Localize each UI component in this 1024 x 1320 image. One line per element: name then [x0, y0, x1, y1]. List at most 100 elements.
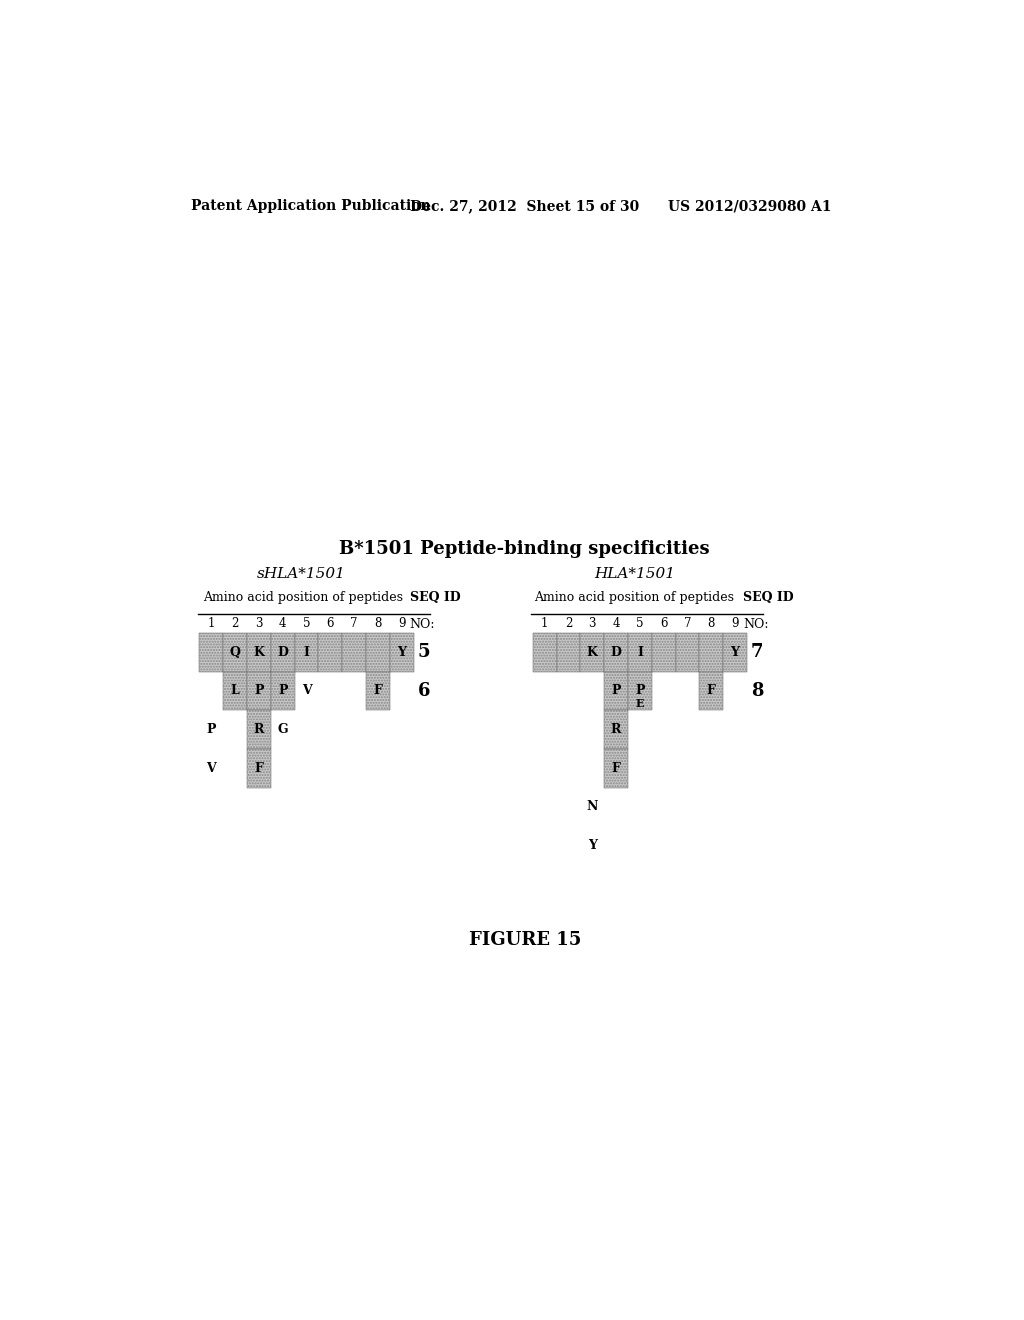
Text: Amino acid position of peptides: Amino acid position of peptides: [203, 591, 402, 605]
Text: V: V: [302, 685, 311, 697]
Text: 1: 1: [208, 616, 215, 630]
Text: E: E: [636, 698, 644, 709]
Bar: [247, 710, 270, 748]
Text: 7: 7: [751, 643, 764, 661]
Text: Amino acid position of peptides: Amino acid position of peptides: [535, 591, 734, 605]
Bar: [367, 672, 390, 710]
Bar: [247, 748, 270, 788]
Bar: [223, 672, 247, 710]
Text: FIGURE 15: FIGURE 15: [469, 931, 581, 949]
Bar: [604, 634, 628, 672]
Bar: [200, 634, 223, 672]
Bar: [628, 634, 652, 672]
Bar: [604, 672, 628, 710]
Bar: [270, 634, 295, 672]
Text: 8: 8: [751, 682, 764, 700]
Bar: [604, 634, 628, 672]
Text: SEQ ID: SEQ ID: [743, 591, 794, 605]
Bar: [723, 634, 748, 672]
Bar: [318, 634, 342, 672]
Bar: [295, 634, 318, 672]
Text: 6: 6: [327, 616, 334, 630]
Text: NO:: NO:: [410, 618, 435, 631]
Bar: [223, 672, 247, 710]
Text: F: F: [255, 762, 263, 775]
Text: D: D: [610, 645, 622, 659]
Text: 5: 5: [303, 616, 310, 630]
Bar: [604, 748, 628, 788]
Text: 2: 2: [231, 616, 239, 630]
Bar: [699, 672, 723, 710]
Text: NO:: NO:: [743, 618, 769, 631]
Bar: [367, 672, 390, 710]
Bar: [270, 672, 295, 710]
Bar: [581, 634, 604, 672]
Bar: [532, 634, 557, 672]
Text: K: K: [587, 645, 598, 659]
Bar: [247, 672, 270, 710]
Text: R: R: [611, 723, 622, 737]
Text: B*1501 Peptide-binding specificities: B*1501 Peptide-binding specificities: [340, 540, 710, 557]
Bar: [581, 634, 604, 672]
Bar: [699, 672, 723, 710]
Bar: [604, 710, 628, 748]
Bar: [223, 634, 247, 672]
Bar: [342, 634, 367, 672]
Bar: [699, 634, 723, 672]
Bar: [604, 710, 628, 748]
Bar: [342, 634, 367, 672]
Bar: [247, 710, 270, 748]
Text: SEQ ID: SEQ ID: [410, 591, 461, 605]
Bar: [699, 634, 723, 672]
Text: D: D: [278, 645, 288, 659]
Bar: [604, 672, 628, 710]
Text: P: P: [278, 685, 288, 697]
Bar: [557, 634, 581, 672]
Text: 6: 6: [659, 616, 668, 630]
Text: Y: Y: [588, 840, 597, 851]
Bar: [247, 748, 270, 788]
Bar: [604, 748, 628, 788]
Text: I: I: [304, 645, 309, 659]
Text: F: F: [611, 762, 621, 775]
Text: Patent Application Publication: Patent Application Publication: [191, 199, 431, 213]
Text: 9: 9: [731, 616, 739, 630]
Text: 8: 8: [708, 616, 715, 630]
Text: 3: 3: [589, 616, 596, 630]
Text: G: G: [278, 723, 288, 737]
Text: N: N: [587, 800, 598, 813]
Text: Y: Y: [730, 645, 739, 659]
Text: F: F: [374, 685, 382, 697]
Text: 7: 7: [350, 616, 358, 630]
Bar: [200, 634, 223, 672]
Bar: [247, 634, 270, 672]
Text: 4: 4: [279, 616, 287, 630]
Text: V: V: [207, 762, 216, 775]
Bar: [367, 634, 390, 672]
Text: 2: 2: [565, 616, 572, 630]
Bar: [318, 634, 342, 672]
Text: R: R: [254, 723, 264, 737]
Text: 4: 4: [612, 616, 620, 630]
Bar: [628, 672, 652, 710]
Text: Q: Q: [229, 645, 241, 659]
Text: US 2012/0329080 A1: US 2012/0329080 A1: [668, 199, 831, 213]
Bar: [367, 634, 390, 672]
Bar: [676, 634, 699, 672]
Text: 5: 5: [636, 616, 644, 630]
Bar: [247, 672, 270, 710]
Text: I: I: [637, 645, 643, 659]
Bar: [390, 634, 414, 672]
Text: 5: 5: [418, 643, 430, 661]
Bar: [295, 634, 318, 672]
Text: Dec. 27, 2012  Sheet 15 of 30: Dec. 27, 2012 Sheet 15 of 30: [410, 199, 639, 213]
Text: 1: 1: [541, 616, 548, 630]
Text: Y: Y: [397, 645, 407, 659]
Text: L: L: [230, 685, 240, 697]
Bar: [223, 634, 247, 672]
Text: P: P: [254, 685, 264, 697]
Text: sHLA*1501: sHLA*1501: [257, 568, 345, 581]
Text: 9: 9: [398, 616, 406, 630]
Bar: [270, 634, 295, 672]
Text: P: P: [611, 685, 621, 697]
